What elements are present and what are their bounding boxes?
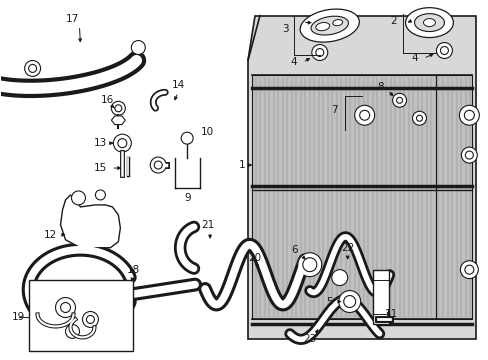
Text: 21: 21: [201, 220, 214, 230]
Text: 2: 2: [389, 15, 396, 26]
Text: 23: 23: [303, 334, 316, 345]
Text: 1: 1: [238, 160, 245, 170]
Polygon shape: [247, 15, 475, 339]
Text: 12: 12: [44, 230, 57, 240]
Text: 6: 6: [291, 245, 298, 255]
Text: 4: 4: [410, 54, 417, 63]
Circle shape: [115, 105, 122, 112]
Circle shape: [181, 132, 193, 144]
Text: 19: 19: [12, 312, 25, 323]
Circle shape: [118, 139, 126, 148]
Text: 7: 7: [331, 105, 337, 115]
Circle shape: [29, 64, 37, 72]
Circle shape: [464, 265, 473, 274]
Text: 11: 11: [384, 310, 397, 319]
Circle shape: [458, 105, 478, 125]
Circle shape: [315, 49, 323, 57]
Ellipse shape: [300, 9, 359, 42]
Text: 3: 3: [282, 24, 288, 33]
Ellipse shape: [405, 8, 452, 37]
Circle shape: [297, 253, 321, 276]
Text: 8: 8: [377, 82, 383, 93]
Text: 17: 17: [66, 14, 79, 24]
Circle shape: [396, 97, 402, 103]
Circle shape: [343, 296, 355, 307]
Circle shape: [131, 41, 145, 54]
Text: 14: 14: [171, 80, 184, 90]
Bar: [29, 280, 133, 351]
Circle shape: [82, 311, 98, 328]
Polygon shape: [111, 116, 125, 125]
Text: 18: 18: [126, 265, 140, 275]
Text: 16: 16: [101, 95, 114, 105]
Circle shape: [338, 291, 360, 312]
Circle shape: [436, 42, 451, 58]
Circle shape: [65, 324, 80, 338]
Bar: [436, 75, 471, 319]
Circle shape: [154, 161, 162, 169]
Text: 4: 4: [290, 58, 297, 67]
Text: 9: 9: [184, 193, 191, 203]
Circle shape: [150, 157, 166, 173]
Ellipse shape: [315, 22, 329, 31]
Circle shape: [113, 134, 131, 152]
Circle shape: [61, 302, 70, 312]
Circle shape: [459, 261, 477, 279]
Circle shape: [461, 147, 476, 163]
Circle shape: [86, 315, 94, 323]
Bar: [372, 270, 388, 324]
Circle shape: [412, 111, 426, 125]
Circle shape: [302, 258, 316, 272]
Circle shape: [56, 298, 75, 318]
Text: 20: 20: [248, 253, 261, 263]
Circle shape: [331, 270, 347, 285]
Circle shape: [392, 93, 406, 107]
Circle shape: [465, 151, 472, 159]
Ellipse shape: [414, 14, 444, 32]
Circle shape: [24, 60, 41, 76]
Text: 5: 5: [326, 297, 332, 306]
Circle shape: [71, 191, 85, 205]
Circle shape: [464, 110, 473, 120]
Text: 15: 15: [94, 163, 107, 173]
Text: 22: 22: [341, 243, 354, 253]
Circle shape: [111, 101, 125, 115]
Text: 13: 13: [94, 138, 107, 148]
Text: 10: 10: [200, 127, 213, 137]
Circle shape: [311, 45, 327, 60]
Ellipse shape: [332, 19, 342, 26]
Circle shape: [95, 190, 105, 200]
Ellipse shape: [423, 19, 435, 27]
Circle shape: [354, 105, 374, 125]
Ellipse shape: [310, 16, 348, 35]
Circle shape: [416, 115, 422, 121]
Circle shape: [440, 46, 447, 54]
Polygon shape: [61, 195, 120, 248]
Bar: [251, 75, 436, 319]
Circle shape: [359, 110, 369, 120]
